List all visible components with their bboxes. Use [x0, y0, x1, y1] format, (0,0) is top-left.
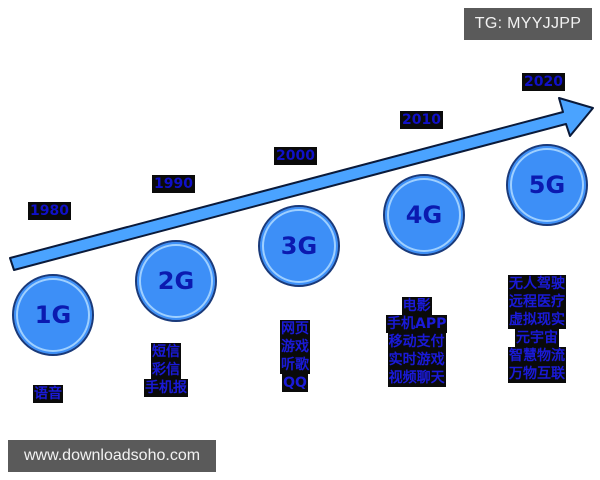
app-item: 元宇宙 [515, 329, 559, 347]
app-item: 实时游戏 [387, 351, 446, 369]
generation-label: 4G [405, 201, 443, 229]
generation-circle-1g: 1G [12, 274, 94, 356]
app-item: 视频聊天 [387, 369, 446, 387]
app-item: 短信 [151, 343, 181, 361]
app-item: 手机报 [144, 379, 188, 397]
app-item: 语音 [33, 385, 63, 403]
apps-list-3g: 网页 游戏 听歌 QQ [280, 320, 310, 392]
generation-label: 2G [157, 267, 195, 295]
app-item: 远程医疗 [508, 293, 566, 311]
app-item: 无人驾驶 [508, 275, 566, 293]
generation-circle-3g: 3G [258, 205, 340, 287]
apps-list-4g: 电影 手机APP 移动支付 实时游戏 视频聊天 [386, 297, 448, 387]
generation-label: 3G [280, 232, 318, 260]
generation-circle-4g: 4G [383, 174, 465, 256]
app-item: 移动支付 [387, 333, 446, 351]
year-label-2020: 2020 [522, 73, 565, 91]
app-item: 手机APP [386, 315, 448, 333]
watermark-site-badge: www.downloadsoho.com [8, 440, 216, 472]
app-item: 虚拟现实 [508, 311, 566, 329]
apps-list-1g: 语音 [33, 385, 63, 403]
apps-list-5g: 无人驾驶 远程医疗 虚拟现实 元宇宙 智慧物流 万物互联 [508, 275, 566, 383]
app-item: 彩信 [151, 361, 181, 379]
app-item: QQ [282, 374, 308, 392]
app-item: 万物互联 [508, 365, 566, 383]
app-item: 智慧物流 [508, 347, 566, 365]
year-label-1980: 1980 [28, 202, 71, 220]
app-item: 听歌 [280, 356, 310, 374]
watermark-tg-badge: TG: MYYJJPP [464, 8, 592, 40]
year-label-2010: 2010 [400, 111, 443, 129]
generation-circle-2g: 2G [135, 240, 217, 322]
app-item: 网页 [280, 320, 310, 338]
generation-label: 1G [34, 301, 72, 329]
generation-label: 5G [528, 171, 566, 199]
apps-list-2g: 短信 彩信 手机报 [144, 343, 188, 397]
app-item: 游戏 [280, 338, 310, 356]
year-label-1990: 1990 [152, 175, 195, 193]
app-item: 电影 [401, 297, 432, 315]
year-label-2000: 2000 [274, 147, 317, 165]
generation-circle-5g: 5G [506, 144, 588, 226]
